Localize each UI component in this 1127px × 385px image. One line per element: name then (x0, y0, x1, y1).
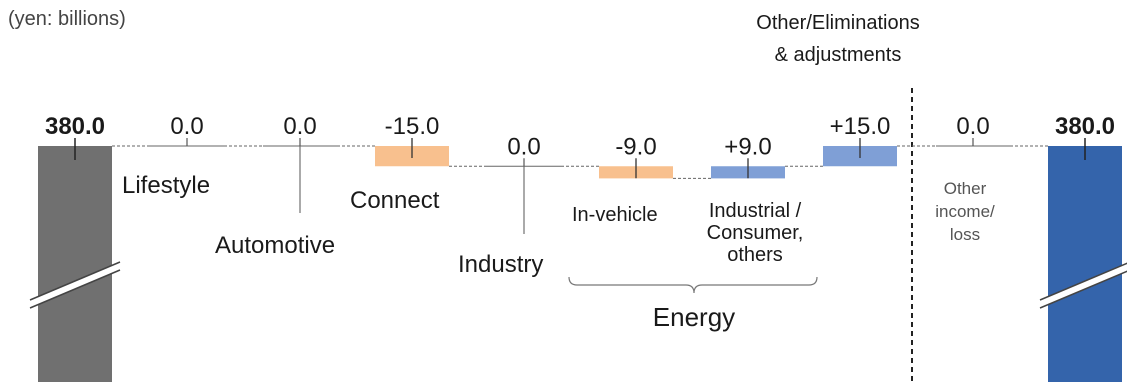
industrial-value-label: +9.0 (724, 133, 771, 160)
start-break-line-lower (29, 269, 121, 309)
svg-text:Automotive: Automotive (215, 232, 335, 259)
end-break-line-upper (1039, 262, 1127, 301)
svg-text:Other/Eliminations: Other/Eliminations (756, 12, 919, 34)
automotive-category-label: Automotive (215, 232, 335, 259)
other_inc-value-label: 0.0 (956, 113, 989, 140)
svg-text:& adjustments: & adjustments (775, 44, 902, 66)
start-total-bar (38, 146, 112, 382)
lifestyle-value-label: 0.0 (170, 113, 203, 140)
svg-text:loss: loss (950, 225, 980, 244)
svg-text:Other: Other (944, 179, 987, 198)
category-labels: Lifestyle Automotive Connect Industry In-veh… (122, 172, 995, 278)
other-eliminations-label: Other/Eliminations & adjustments (756, 12, 919, 66)
end-axis-break (1040, 263, 1127, 308)
lifestyle-category-label: Lifestyle (122, 172, 210, 199)
bars (29, 138, 1127, 382)
in_vehicle-category-label: In-vehicle (572, 204, 658, 226)
svg-text:Lifestyle: Lifestyle (122, 172, 210, 199)
energy-brace (568, 276, 818, 294)
connector-lines (112, 145, 1048, 234)
end-total-bar (1048, 146, 1122, 382)
end-value-label: 380.0 (1055, 113, 1115, 140)
energy-bracket: Energy (568, 276, 818, 332)
other_elim-value-label: +15.0 (830, 113, 891, 140)
unit-label: (yen: billions) (8, 8, 126, 30)
start-value-label: 380.0 (45, 113, 105, 140)
industrial-category-label: Industrial /Consumer,others (707, 200, 804, 266)
svg-text:Industrial /: Industrial / (709, 200, 802, 222)
automotive-value-label: 0.0 (283, 113, 316, 140)
connect-value-label: -15.0 (385, 113, 440, 140)
start-axis-break (30, 262, 120, 308)
connect-category-label: Connect (350, 187, 440, 214)
start-break-line-upper (29, 261, 121, 301)
svg-text:income/: income/ (935, 202, 995, 221)
svg-text:others: others (727, 244, 783, 266)
svg-text:Connect: Connect (350, 187, 440, 214)
industry-category-label: Industry (458, 251, 543, 278)
energy-label: Energy (653, 302, 735, 332)
value-labels: 380.0 0.0 0.0 -15.0 0.0 -9.0 +9.0 +15.0 0.0 380.0 (45, 113, 1115, 160)
svg-text:Industry: Industry (458, 251, 543, 278)
other_inc-category-label: Other income/loss (935, 179, 995, 244)
in_vehicle-value-label: -9.0 (615, 133, 656, 160)
end-break-line-lower (1039, 270, 1127, 309)
industry-value-label: 0.0 (507, 133, 540, 160)
svg-text:Consumer,: Consumer, (707, 222, 804, 244)
svg-text:In-vehicle: In-vehicle (572, 204, 658, 226)
